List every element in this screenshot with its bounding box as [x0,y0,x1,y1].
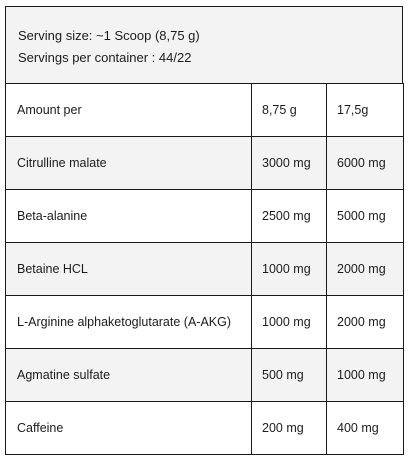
table-row: Betaine HCL 1000 mg 2000 mg [5,242,404,296]
table-row: Amount per 8,75 g 17,5g [5,83,404,137]
ingredient-name: Caffeine [5,401,252,455]
supplement-facts-panel: Serving size: ~1 Scoop (8,75 g) Servings… [5,6,404,455]
serving-size-text: Serving size: ~1 Scoop (8,75 g) [18,28,200,43]
amount-single-serving: 1000 mg [251,295,327,349]
table-row: Beta-alanine 2500 mg 5000 mg [5,189,404,243]
amount-single-serving: 8,75 g [251,83,327,137]
ingredient-name: L-Arginine alphaketoglutarate (A-AKG) [5,295,252,349]
servings-per-container-text: Servings per container : 44/22 [18,50,192,65]
amount-single-serving: 1000 mg [251,242,327,296]
amount-single-serving: 500 mg [251,348,327,402]
ingredient-name: Beta-alanine [5,189,252,243]
amount-double-serving: 6000 mg [326,136,404,190]
table-row: L-Arginine alphaketoglutarate (A-AKG) 10… [5,295,404,349]
amount-single-serving: 2500 mg [251,189,327,243]
amount-double-serving: 17,5g [326,83,404,137]
amount-single-serving: 200 mg [251,401,327,455]
amount-double-serving: 2000 mg [326,295,404,349]
amount-double-serving: 400 mg [326,401,404,455]
table-row: Agmatine sulfate 500 mg 1000 mg [5,348,404,402]
ingredient-name: Citrulline malate [5,136,252,190]
amount-double-serving: 1000 mg [326,348,404,402]
ingredient-name: Agmatine sulfate [5,348,252,402]
nutrition-table: Amount per 8,75 g 17,5g Citrulline malat… [5,83,404,455]
ingredient-name: Betaine HCL [5,242,252,296]
amount-single-serving: 3000 mg [251,136,327,190]
table-row: Caffeine 200 mg 400 mg [5,401,404,455]
amount-double-serving: 2000 mg [326,242,404,296]
amount-double-serving: 5000 mg [326,189,404,243]
serving-info-header: Serving size: ~1 Scoop (8,75 g) Servings… [5,6,403,83]
ingredient-name: Amount per [5,83,252,137]
table-row: Citrulline malate 3000 mg 6000 mg [5,136,404,190]
